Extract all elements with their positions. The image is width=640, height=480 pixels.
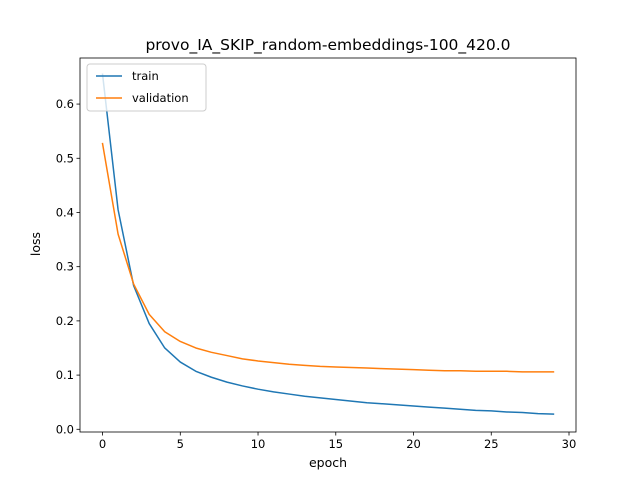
- y-tick-label: 0.1: [56, 368, 74, 382]
- y-tick-label: 0.6: [56, 97, 74, 111]
- x-tick-label: 5: [177, 437, 184, 451]
- x-tick-label: 20: [406, 437, 421, 451]
- y-tick-label: 0.2: [56, 314, 74, 328]
- series-line-validation: [101, 142, 555, 373]
- x-tick-label: 25: [484, 437, 499, 451]
- x-tick-label: 15: [328, 437, 343, 451]
- y-tick-label: 0.5: [56, 151, 74, 165]
- legend: train validation: [86, 63, 207, 112]
- plot-area: 0 5 10 15 20 25 30 0.0 0.1 0.2 0.3 0.4 0.5 0.6 train va…: [56, 57, 577, 451]
- x-axis-label: epoch: [309, 455, 347, 470]
- x-tick-label: 10: [251, 437, 266, 451]
- legend-label-validation: validation: [132, 91, 189, 105]
- x-tick-label: 30: [562, 437, 577, 451]
- y-tick-label: 0.3: [56, 260, 74, 274]
- series-line-train: [101, 73, 555, 415]
- legend-label-train: train: [132, 69, 159, 83]
- chart-title: provo_IA_SKIP_random-embeddings-100_420.…: [145, 36, 510, 55]
- axes-frame: [79, 57, 577, 433]
- y-axis-label: loss: [28, 232, 43, 256]
- y-tick-label: 0.4: [56, 205, 74, 219]
- y-tick-label: 0.0: [56, 422, 74, 436]
- x-tick-label: 0: [99, 437, 106, 451]
